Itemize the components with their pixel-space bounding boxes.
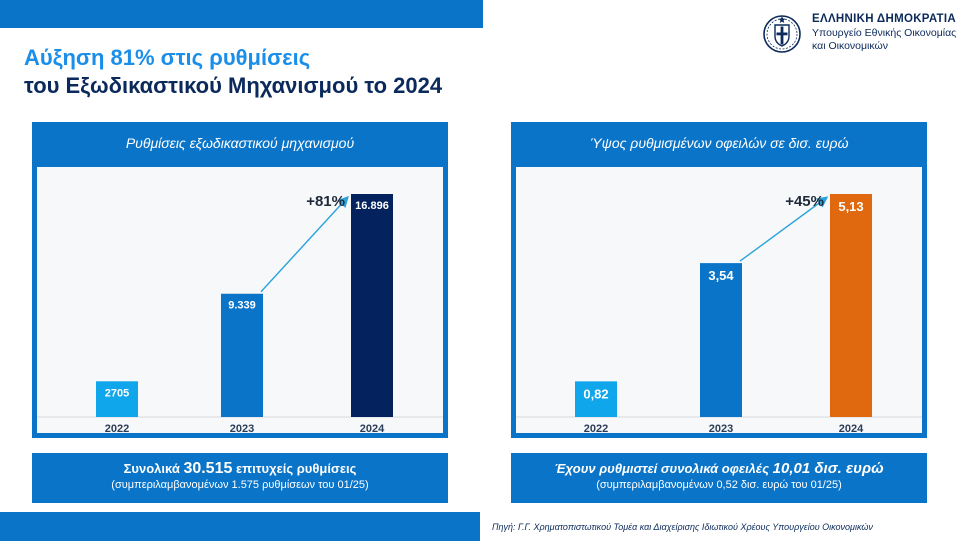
- debt-amount-summary: Έχουν ρυθμιστεί συνολικά οφειλές 10,01 δ…: [511, 453, 927, 503]
- page-title: Αύξηση 81% στις ρυθμίσεις του Εξωδικαστι…: [24, 44, 442, 100]
- summary-highlight: 10,01 δισ. ευρώ: [772, 460, 884, 477]
- data-label: 16.896: [355, 200, 389, 212]
- ministry-name: Υπουργείο Εθνικής Οικονομίας και Οικονομ…: [812, 27, 956, 53]
- settlements-summary: Συνολικά 30.515 επιτυχείς ρυθμίσεις (συμ…: [32, 453, 448, 503]
- data-label: 2705: [105, 387, 129, 399]
- x-tick-label: 2022: [584, 423, 608, 433]
- growth-arrow: [739, 196, 829, 262]
- ministry-logo: ΕΛΛΗΝΙΚΗ ΔΗΜΟΚΡΑΤΙΑ Υπουργείο Εθνικής Οι…: [762, 10, 957, 58]
- bottom-accent-bar: [0, 512, 480, 541]
- x-tick-label: 2023: [709, 423, 733, 433]
- bar-2023: [700, 263, 742, 417]
- growth-label: +45%: [785, 193, 824, 210]
- x-tick-label: 2024: [360, 423, 385, 433]
- summary-lead: Συνολικά: [123, 461, 184, 476]
- bar-2024: [351, 194, 393, 417]
- x-tick-label: 2024: [839, 423, 864, 433]
- ministry-name-line2: και Οικονομικών: [812, 40, 888, 52]
- ministry-name-line1: Υπουργείο Εθνικής Οικονομίας: [812, 27, 957, 39]
- source-note: Πηγή: Γ.Γ. Χρηματοπιστωτικού Τομέα και Δ…: [492, 522, 873, 532]
- data-label: 3,54: [708, 268, 734, 283]
- chart-plot-area: 0,82 2022 3,54 2023 5,13 2024 +45%: [516, 167, 922, 435]
- debt-amount-chart: 0,82 2022 3,54 2023 5,13 2024 +45%: [516, 193, 922, 435]
- growth-arrow: [260, 195, 349, 293]
- summary-tail: επιτυχείς ρυθμίσεις: [232, 461, 357, 476]
- settlements-chart-panel: Ρυθμίσεις εξωδικαστικού μηχανισμού 2705 2…: [32, 122, 448, 438]
- chart-title: Ύψος ρυθμισμένων οφειλών σε δισ. ευρώ: [589, 135, 849, 151]
- data-label: 9.339: [228, 300, 256, 312]
- chart-plot-area: 2705 2022 9.339 2023 16.896 2024 +81%: [37, 167, 443, 435]
- debt-amount-chart-panel: Ύψος ρυθμισμένων οφειλών σε δισ. ευρώ 0,…: [511, 122, 927, 438]
- bar-2022: [575, 381, 617, 417]
- page-title-line2: του Εξωδικαστικού Μηχανισμού το 2024: [24, 73, 443, 98]
- bar-2022: [96, 381, 138, 417]
- data-label: 0,82: [583, 386, 608, 401]
- x-tick-label: 2022: [105, 423, 129, 433]
- summary-note: (συμπεριλαμβανομένων 0,52 δισ. ευρώ του …: [596, 479, 842, 491]
- summary-headline: Συνολικά 30.515 επιτυχείς ρυθμίσεις: [32, 460, 448, 478]
- summary-headline: Έχουν ρυθμιστεί συνολικά οφειλές 10,01 δ…: [511, 460, 927, 478]
- page-title-line1: Αύξηση 81% στις ρυθμίσεις: [24, 45, 311, 70]
- greek-coat-of-arms-icon: [763, 15, 801, 53]
- bar-2023: [221, 293, 263, 417]
- bar-2024: [830, 194, 872, 417]
- chart-title: Ρυθμίσεις εξωδικαστικού μηχανισμού: [125, 135, 355, 151]
- settlements-chart: 2705 2022 9.339 2023 16.896 2024 +81%: [37, 193, 443, 435]
- summary-highlight: 30.515: [183, 460, 233, 477]
- summary-note: (συμπεριλαμβανομένων 1.575 ρυθμίσεων του…: [111, 479, 369, 491]
- summary-lead: Έχουν ρυθμιστεί συνολικά οφειλές: [554, 461, 773, 476]
- data-label: 5,13: [838, 199, 863, 214]
- country-name: ΕΛΛΗΝΙΚΗ ΔΗΜΟΚΡΑΤΙΑ: [812, 13, 956, 25]
- growth-label: +81%: [306, 193, 345, 210]
- x-tick-label: 2023: [230, 423, 254, 433]
- top-accent-bar: [0, 0, 483, 28]
